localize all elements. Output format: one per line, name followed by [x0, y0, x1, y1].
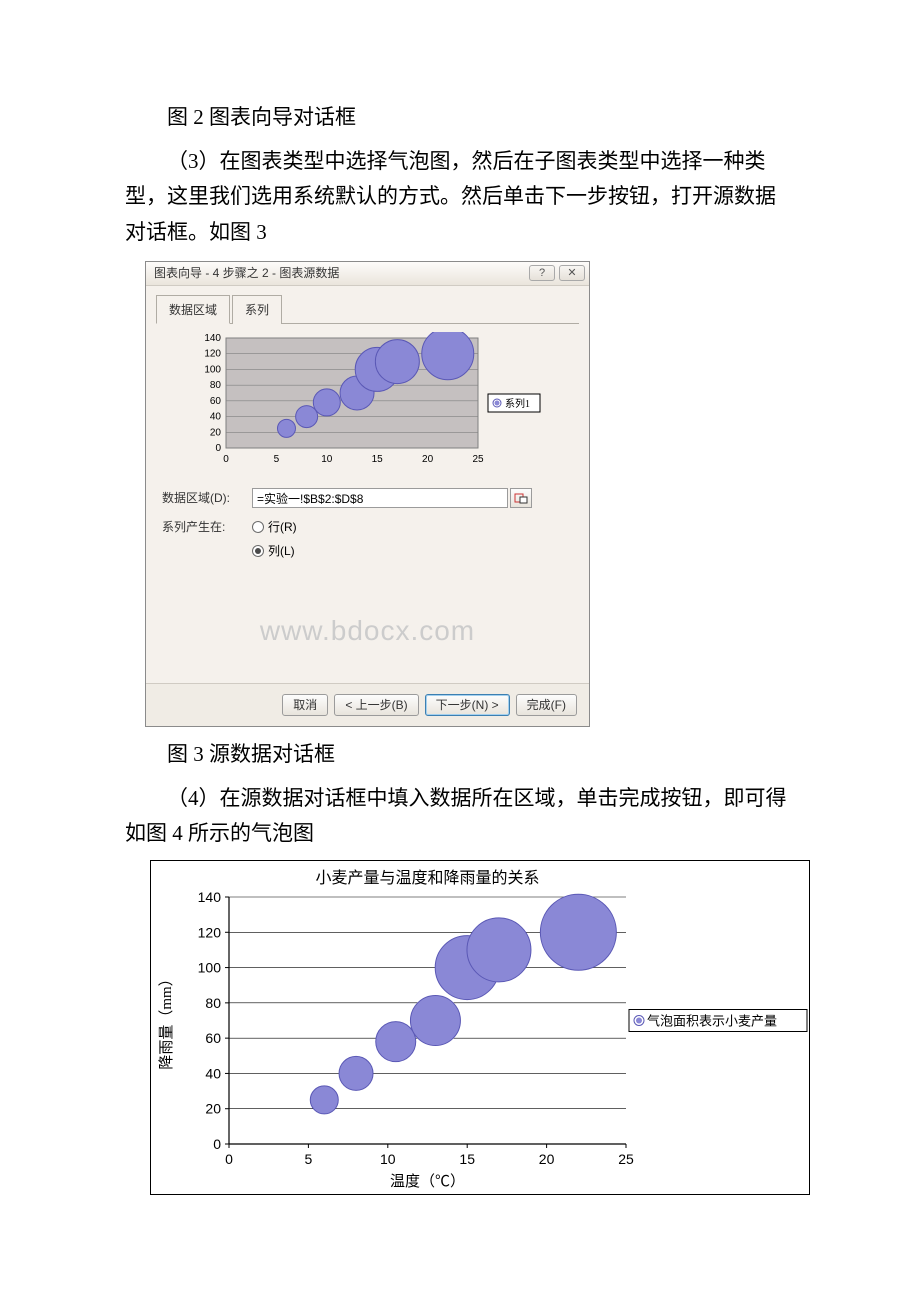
svg-text:140: 140 [204, 333, 221, 344]
help-button[interactable]: ? [529, 265, 555, 281]
dialog-titlebar: 图表向导 - 4 步骤之 2 - 图表源数据 ? ✕ [146, 262, 589, 286]
paragraph-step4: （4）在源数据对话框中填入数据所在区域，单击完成按钮，即可得如图 4 所示的气泡… [125, 781, 795, 852]
cancel-button[interactable]: 取消 [282, 694, 328, 716]
svg-text:25: 25 [472, 454, 484, 465]
svg-text:气泡面积表示小麦产量: 气泡面积表示小麦产量 [647, 1013, 777, 1028]
svg-text:0: 0 [225, 1151, 233, 1167]
svg-text:0: 0 [213, 1136, 221, 1152]
radio-cols[interactable]: 列(L) [252, 541, 297, 561]
svg-text:降雨量（mm）: 降雨量（mm） [158, 971, 175, 1069]
watermark: www.bdocx.com [156, 607, 579, 655]
next-button[interactable]: 下一步(N) > [425, 694, 510, 716]
svg-text:系列1: 系列1 [505, 397, 530, 410]
svg-text:15: 15 [459, 1151, 475, 1167]
svg-text:0: 0 [215, 443, 221, 454]
svg-text:60: 60 [205, 1030, 221, 1046]
svg-text:15: 15 [371, 454, 383, 465]
svg-text:120: 120 [198, 924, 222, 940]
svg-text:20: 20 [539, 1151, 555, 1167]
tab-series[interactable]: 系列 [232, 295, 282, 324]
svg-text:0: 0 [223, 454, 229, 465]
svg-text:120: 120 [204, 349, 221, 360]
result-chart-wrap: 小麦产量与温度和降雨量的关系 0 20 40 60 80 100 120 140 0 5 10 15 20… [150, 860, 795, 1195]
svg-text:20: 20 [422, 454, 434, 465]
tab-data-range[interactable]: 数据区域 [156, 295, 230, 324]
chart-preview: 0 20 40 60 80 100 120 140 0 5 10 15 20 25 系列1 [178, 332, 558, 472]
svg-text:140: 140 [198, 889, 222, 905]
svg-text:40: 40 [209, 412, 221, 423]
data-range-input[interactable] [252, 488, 508, 508]
radio-cols-label: 列(L) [268, 541, 295, 561]
radio-rows-label: 行(R) [268, 517, 297, 537]
svg-text:80: 80 [209, 380, 221, 391]
range-selector-button[interactable] [510, 488, 532, 508]
svg-text:100: 100 [204, 365, 221, 376]
svg-text:60: 60 [209, 396, 221, 407]
caption-fig3: 图 3 源数据对话框 [125, 737, 795, 773]
dialog-title: 图表向导 - 4 步骤之 2 - 图表源数据 [154, 263, 339, 283]
svg-text:20: 20 [209, 427, 221, 438]
svg-text:10: 10 [380, 1151, 396, 1167]
tabstrip: 数据区域 系列 [156, 294, 579, 324]
svg-text:10: 10 [321, 454, 333, 465]
finish-button[interactable]: 完成(F) [516, 694, 577, 716]
close-button[interactable]: ✕ [559, 265, 585, 281]
caption-fig2: 图 2 图表向导对话框 [125, 100, 795, 136]
series-in-label: 系列产生在: [162, 517, 252, 537]
dialog-screenshot: 图表向导 - 4 步骤之 2 - 图表源数据 ? ✕ 数据区域 系列 0 20 40… [145, 261, 795, 727]
result-bubble-chart: 小麦产量与温度和降雨量的关系 0 20 40 60 80 100 120 140 0 5 10 15 20… [150, 860, 810, 1195]
svg-text:25: 25 [618, 1151, 634, 1167]
range-label: 数据区域(D): [162, 488, 252, 508]
paragraph-step3: （3）在图表类型中选择气泡图，然后在子图表类型中选择一种类型，这里我们选用系统默… [125, 144, 795, 251]
chart-wizard-dialog: 图表向导 - 4 步骤之 2 - 图表源数据 ? ✕ 数据区域 系列 0 20 40… [145, 261, 590, 727]
dialog-footer: 取消 < 上一步(B) 下一步(N) > 完成(F) [146, 683, 589, 726]
svg-text:温度（℃）: 温度（℃） [390, 1173, 465, 1190]
svg-text:5: 5 [273, 454, 279, 465]
svg-text:小麦产量与温度和降雨量的关系: 小麦产量与温度和降雨量的关系 [315, 869, 539, 887]
svg-text:80: 80 [205, 995, 221, 1011]
svg-text:100: 100 [198, 960, 222, 976]
svg-text:5: 5 [305, 1151, 313, 1167]
svg-text:20: 20 [205, 1101, 221, 1117]
svg-text:40: 40 [205, 1065, 221, 1081]
back-button[interactable]: < 上一步(B) [334, 694, 418, 716]
radio-rows[interactable]: 行(R) [252, 517, 297, 537]
